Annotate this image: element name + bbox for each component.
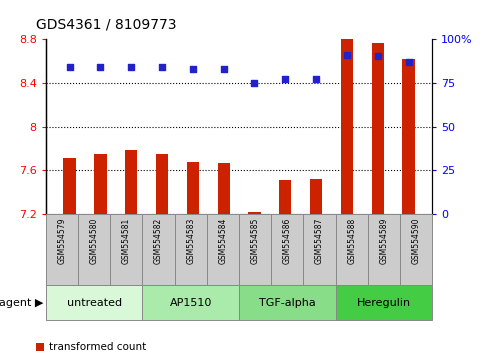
- Bar: [175, 214, 207, 285]
- Bar: [303, 214, 336, 285]
- Text: GSM554588: GSM554588: [347, 218, 356, 264]
- Bar: [368, 214, 400, 285]
- Text: GSM554586: GSM554586: [283, 218, 292, 264]
- Bar: [239, 285, 336, 320]
- Bar: [279, 180, 291, 214]
- Bar: [207, 214, 239, 285]
- Point: [312, 76, 320, 82]
- Bar: [187, 161, 199, 214]
- Point: [343, 52, 351, 58]
- Text: GSM554582: GSM554582: [154, 218, 163, 264]
- Point: [405, 59, 412, 64]
- Bar: [78, 214, 110, 285]
- Text: GSM554581: GSM554581: [122, 218, 131, 264]
- Text: Heregulin: Heregulin: [357, 298, 411, 308]
- Bar: [46, 285, 142, 320]
- Bar: [400, 214, 432, 285]
- Bar: [239, 214, 271, 285]
- Text: GSM554589: GSM554589: [380, 218, 388, 264]
- Point: [128, 64, 135, 70]
- Bar: [217, 163, 230, 214]
- Bar: [142, 285, 239, 320]
- Point: [220, 66, 227, 72]
- Point: [66, 64, 73, 70]
- Point: [374, 53, 382, 59]
- Point: [97, 64, 104, 70]
- Text: untreated: untreated: [67, 298, 122, 308]
- Text: GSM554585: GSM554585: [251, 218, 260, 264]
- Bar: [248, 212, 261, 214]
- Text: GSM554587: GSM554587: [315, 218, 324, 264]
- Bar: [110, 214, 142, 285]
- Bar: [341, 39, 353, 214]
- Text: GSM554584: GSM554584: [218, 218, 227, 264]
- Point: [158, 64, 166, 70]
- Bar: [142, 214, 175, 285]
- Text: GSM554590: GSM554590: [412, 218, 421, 264]
- Point: [251, 80, 258, 86]
- Text: AP1510: AP1510: [170, 298, 212, 308]
- Bar: [46, 214, 78, 285]
- Bar: [156, 154, 168, 214]
- Text: GSM554580: GSM554580: [90, 218, 99, 264]
- Text: GSM554579: GSM554579: [57, 218, 67, 264]
- Text: GSM554583: GSM554583: [186, 218, 195, 264]
- Bar: [94, 154, 107, 214]
- Text: TGF-alpha: TGF-alpha: [259, 298, 316, 308]
- Text: agent ▶: agent ▶: [0, 298, 43, 308]
- Legend: transformed count, percentile rank within the sample: transformed count, percentile rank withi…: [32, 338, 229, 354]
- Bar: [336, 214, 368, 285]
- Bar: [402, 59, 415, 214]
- Bar: [336, 285, 432, 320]
- Bar: [63, 158, 76, 214]
- Point: [189, 66, 197, 72]
- Bar: [310, 179, 322, 214]
- Bar: [271, 214, 303, 285]
- Point: [282, 76, 289, 82]
- Bar: [371, 43, 384, 214]
- Bar: [125, 149, 137, 214]
- Text: GDS4361 / 8109773: GDS4361 / 8109773: [36, 18, 177, 32]
